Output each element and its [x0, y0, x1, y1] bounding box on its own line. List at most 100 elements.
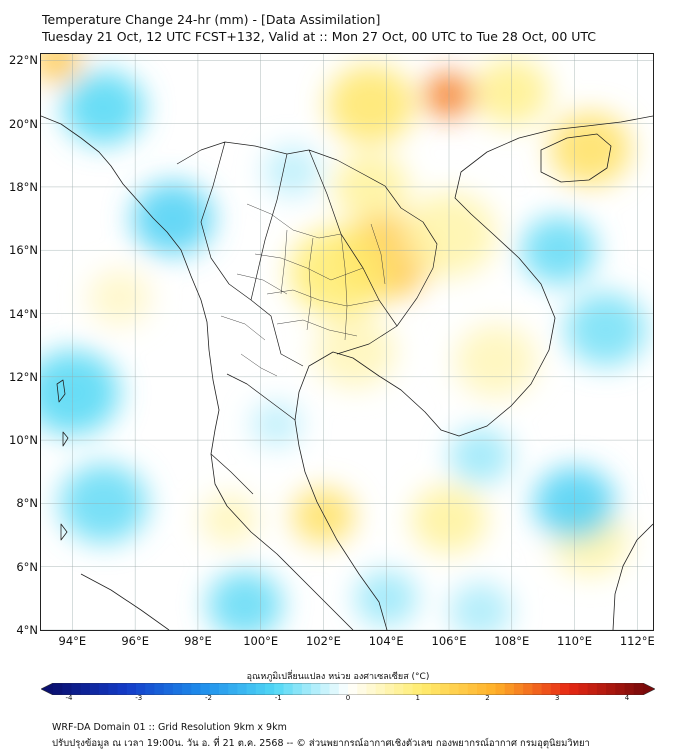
colorbar-swatch — [338, 683, 349, 695]
lon-label: 100°E — [243, 634, 279, 648]
colorbar-swatch — [89, 683, 100, 695]
map-title: Temperature Change 24-hr (mm) - [Data As… — [42, 12, 381, 27]
map-subtitle: Tuesday 21 Oct, 12 UTC FCST+132, Valid a… — [42, 29, 597, 44]
field-anomaly-24 — [207, 570, 283, 630]
sumatra-coast — [80, 573, 170, 630]
colorbar-tick-label: 3 — [555, 694, 560, 702]
colorbar-swatch — [596, 683, 607, 695]
colorbar-swatch — [292, 683, 303, 695]
lon-label: 110°E — [557, 634, 593, 648]
colorbar-swatch — [366, 683, 377, 695]
colorbar-swatch — [541, 683, 552, 695]
field-anomaly-23 — [449, 427, 512, 485]
colorbar-swatch — [209, 683, 220, 695]
hainan-island — [540, 133, 612, 183]
colorbar-swatch — [477, 683, 487, 695]
colorbar-tick-label: -3 — [135, 694, 143, 702]
colorbar-swatch — [550, 683, 561, 695]
borneo-coast — [612, 523, 653, 630]
colorbar-swatch — [449, 683, 460, 695]
colorbar-swatch — [283, 683, 294, 695]
colorbar-swatch — [348, 683, 358, 695]
lat-label: 12°N — [9, 369, 38, 384]
colorbar-swatch — [329, 683, 340, 695]
colorbar-swatch — [163, 683, 174, 695]
colorbar-swatch — [117, 683, 128, 695]
field-anomaly-8 — [314, 314, 396, 389]
colorbar-swatch — [311, 683, 321, 695]
gulf-coastline — [294, 115, 653, 630]
lon-label: 94°E — [58, 634, 87, 648]
colorbar-swatch — [569, 683, 579, 695]
field-anomaly-28 — [449, 582, 512, 630]
colorbar-swatch — [135, 683, 146, 695]
colorbar-swatch — [228, 683, 238, 695]
colorbar-swatch — [145, 683, 155, 695]
footer-update-info: ปรับปรุงข้อมูล ณ เวลา 19:00น. วัน อ. ที่… — [52, 738, 590, 749]
lon-label: 98°E — [184, 634, 212, 648]
colorbar-swatch — [421, 683, 432, 695]
lat-label: 6°N — [16, 559, 38, 574]
colorbar-swatch — [523, 683, 533, 695]
lat-label: 18°N — [9, 179, 38, 194]
colorbar-swatch — [615, 683, 626, 695]
colorbar-swatch — [375, 683, 386, 695]
colorbar-swatch — [394, 683, 404, 695]
colorbar-swatch — [237, 683, 248, 695]
colorbar-swatch — [274, 683, 284, 695]
colorbar-tick-label: -1 — [274, 694, 282, 702]
colorbar-swatch — [578, 683, 589, 695]
lon-label: 108°E — [494, 634, 530, 648]
colorbar-swatch — [62, 683, 72, 695]
colorbar-swatch — [587, 683, 598, 695]
colorbar-swatch — [320, 683, 331, 695]
field-anomaly-1 — [326, 65, 415, 145]
colorbar-swatch — [403, 683, 414, 695]
colorbar-swatch — [126, 683, 137, 695]
colorbar-swatch — [513, 683, 524, 695]
colorbar-swatch — [218, 683, 229, 695]
colorbar-swatch — [53, 683, 63, 695]
mainland-coastline — [41, 115, 354, 630]
colorbar-swatch — [560, 683, 570, 695]
lat-label: 16°N — [9, 243, 38, 258]
colorbar-tick-label: 0 — [345, 694, 351, 702]
colorbar-swatch — [606, 683, 616, 695]
field-anomaly-9 — [455, 324, 537, 398]
colorbar-swatch — [255, 683, 266, 695]
colorbar-swatch — [495, 683, 506, 695]
field-anomaly-27 — [263, 145, 321, 197]
footer-model-info: WRF-DA Domain 01 :: Grid Resolution 9km … — [52, 722, 287, 733]
lat-label: 20°N — [9, 116, 38, 131]
colorbar-tick-label: -2 — [205, 694, 212, 702]
lat-lon-grid — [41, 54, 653, 630]
lat-label: 22°N — [9, 53, 38, 68]
colorbar-swatch — [430, 683, 441, 695]
field-anomaly-13 — [201, 493, 258, 545]
colorbar-swatch — [458, 683, 469, 695]
colorbar-swatch — [154, 683, 165, 695]
field-anomaly-14 — [41, 54, 82, 83]
colorbar-swatch — [412, 683, 423, 695]
coastlines-borders — [41, 115, 653, 630]
colorbar-swatch — [80, 683, 91, 695]
field-anomaly-26 — [251, 401, 302, 447]
colorbar — [40, 680, 656, 696]
colorbar-tick-label: 2 — [485, 694, 490, 702]
colorbar-swatch — [301, 683, 312, 695]
colorbar-tick-label: 4 — [624, 694, 630, 702]
colorbar-swatch — [384, 683, 395, 695]
colorbar-swatch — [108, 683, 119, 695]
colorbar-swatch — [71, 683, 82, 695]
lat-label: 14°N — [9, 306, 38, 321]
colorbar-swatch — [504, 683, 515, 695]
field-anomaly-16 — [62, 71, 145, 145]
field-anomaly-21 — [565, 292, 647, 367]
province-borders — [220, 203, 386, 377]
field-anomaly-5 — [288, 227, 390, 318]
lon-label: 96°E — [121, 634, 149, 648]
colorbar-swatch — [246, 683, 257, 695]
colorbar-swatch — [467, 683, 478, 695]
field-anomaly-17 — [132, 181, 214, 256]
lon-label: 104°E — [368, 634, 404, 648]
